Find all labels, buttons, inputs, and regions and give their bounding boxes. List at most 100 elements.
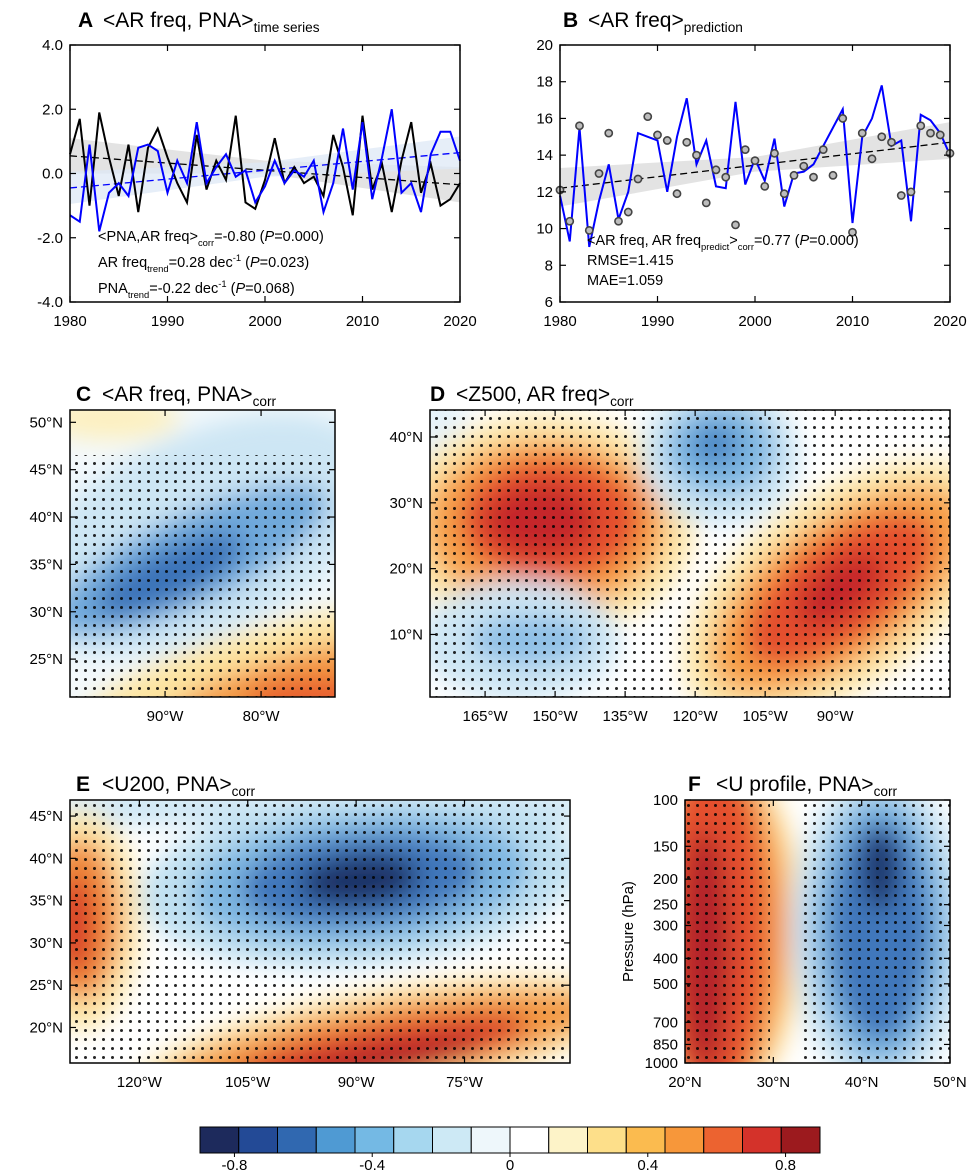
- colorbar-box: [625, 1126, 666, 1154]
- x-tick-label: 150°W: [533, 708, 579, 725]
- data-point: [916, 121, 926, 131]
- panel-title: <U200, PNA>corr: [102, 773, 256, 799]
- colorbar-tick-label: 0: [506, 1157, 514, 1171]
- x-tick-label: 1990: [151, 313, 184, 330]
- y-tick-label: 35°N: [29, 556, 63, 573]
- x-tick-label: 90°W: [338, 1074, 376, 1091]
- data-point: [633, 174, 643, 184]
- data-point: [926, 128, 935, 138]
- plot-frame: [684, 799, 951, 1064]
- data-point: [731, 220, 740, 230]
- y-tick-label: 4.0: [42, 37, 63, 54]
- x-tick-label: 120°W: [673, 708, 719, 725]
- data-point: [896, 191, 906, 200]
- annotation-part: =-0.80 (: [214, 229, 265, 245]
- annotation-part: corr: [738, 241, 754, 252]
- data-point: [614, 216, 623, 226]
- panel-label: F: [688, 773, 701, 796]
- colorbar-tick-label: 0.8: [775, 1157, 796, 1171]
- annotation-part: P: [265, 229, 275, 245]
- data-point: [653, 130, 662, 140]
- annotation-part: MAE=1.059: [587, 273, 663, 289]
- map-shading: [70, 410, 335, 697]
- x-tick-label: 50°N: [933, 1074, 967, 1091]
- annotation-part: <AR freq, AR freq: [587, 233, 701, 249]
- panel-label: D: [430, 383, 445, 406]
- y-tick-label: 300: [653, 917, 678, 934]
- data-point: [857, 128, 867, 138]
- y-tick-label: 200: [653, 871, 678, 888]
- annotation-part: -1: [233, 252, 241, 263]
- x-tick-label: 2010: [836, 313, 869, 330]
- colorbar-box: [315, 1126, 356, 1154]
- colorbar-box: [393, 1126, 433, 1154]
- colorbar-tick-label: 0.4: [637, 1157, 658, 1171]
- data-point: [818, 145, 828, 155]
- panel-label: C: [76, 383, 91, 406]
- data-point: [809, 172, 818, 182]
- colorbar-box: [548, 1126, 588, 1154]
- data-point: [643, 112, 653, 121]
- colorbar-box: [780, 1126, 821, 1154]
- y-tick-label: 40°N: [29, 509, 63, 526]
- x-tick-label: 165°W: [462, 708, 508, 725]
- y-tick-label: 700: [653, 1014, 678, 1031]
- y-tick-label: 25°N: [29, 651, 63, 668]
- data-point: [848, 227, 857, 237]
- y-tick-label: 6: [545, 294, 553, 311]
- annotation: <PNA,AR freq>corr=-0.80 (P=0.000): [98, 229, 324, 248]
- data-point: [662, 136, 672, 145]
- data-point: [740, 145, 750, 155]
- annotation-part: <PNA,AR freq>: [98, 229, 198, 245]
- data-point: [887, 137, 896, 147]
- y-tick-label: 400: [653, 950, 678, 967]
- colorbar-box: [199, 1126, 240, 1154]
- colorbar-box: [703, 1126, 743, 1154]
- panel-title-part: time series: [254, 20, 320, 35]
- panel-title: <Z500, AR freq>corr: [456, 383, 634, 409]
- x-tick-label: 30°N: [757, 1074, 791, 1091]
- y-tick-label: 8: [545, 257, 553, 274]
- x-tick-label: 2020: [933, 313, 966, 330]
- y-tick-label: 12: [536, 184, 553, 201]
- confidence-band: [70, 136, 460, 205]
- y-tick-label: 150: [653, 838, 678, 855]
- y-tick-label: 50°N: [29, 414, 63, 431]
- data-point: [672, 189, 682, 199]
- data-point: [750, 156, 760, 166]
- colorbar-box: [432, 1126, 472, 1154]
- y-tick-label: 35°N: [29, 893, 63, 910]
- colorbar-box: [742, 1126, 782, 1154]
- x-tick-label: 1980: [543, 313, 576, 330]
- x-tick-label: 40°N: [845, 1074, 879, 1091]
- data-point: [867, 154, 877, 164]
- plot-frame: [69, 44, 461, 303]
- plot-frame: [69, 799, 571, 1064]
- y-tick-label: 10: [536, 221, 553, 238]
- x-tick-label: 80°W: [243, 708, 281, 725]
- annotation-part: RMSE=1.415: [587, 253, 674, 269]
- annotation-part: >: [729, 233, 737, 249]
- y-tick-label: 25°N: [29, 977, 63, 994]
- annotation: PNAtrend=-0.22 dec-1 (P=0.068): [98, 278, 295, 300]
- panel-title-part: <AR freq>: [588, 9, 684, 32]
- annotation-part: trend: [147, 263, 168, 274]
- data-point: [760, 181, 770, 191]
- annotation-part: AR freq: [98, 255, 147, 271]
- data-point: [692, 150, 701, 160]
- map-shading: [430, 410, 950, 697]
- plot-frame: [429, 409, 951, 698]
- plot-frame: [559, 44, 951, 303]
- data-point: [711, 165, 721, 175]
- y-tick-label: 1000: [645, 1055, 678, 1072]
- y-tick-label: -4.0: [37, 294, 63, 311]
- x-tick-label: 2000: [738, 313, 771, 330]
- annotation-part: =0.28 dec: [169, 255, 233, 271]
- y-tick-label: 40°N: [29, 850, 63, 867]
- colorbar-box: [238, 1126, 278, 1154]
- panel-title-part: prediction: [684, 20, 743, 35]
- data-point: [935, 130, 945, 140]
- x-tick-label: 1980: [53, 313, 86, 330]
- annotation-part: PNA: [98, 281, 128, 297]
